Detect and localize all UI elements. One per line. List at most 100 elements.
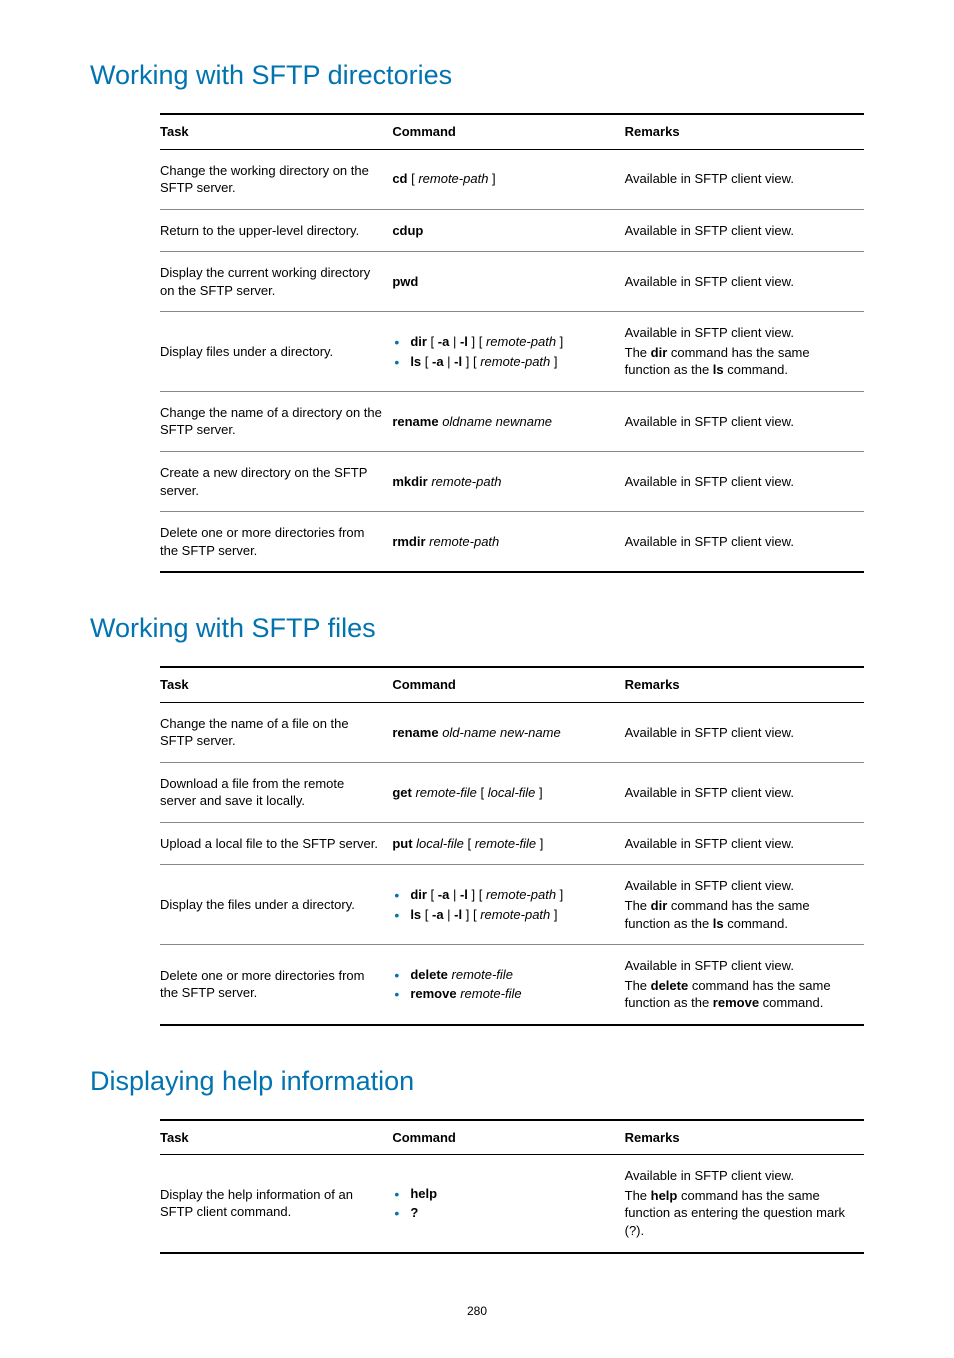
- command-cell: pwd: [392, 252, 624, 312]
- remarks-cell: Available in SFTP client view.The delete…: [625, 945, 864, 1025]
- cell-text: Download a file from the remote server a…: [160, 775, 382, 810]
- table-wrap: TaskCommandRemarks Change the name of a f…: [160, 666, 864, 1026]
- command-cell: rename old-name new-name: [392, 702, 624, 762]
- column-header: Remarks: [625, 667, 864, 702]
- task-cell: Return to the upper-level directory.: [160, 209, 392, 252]
- column-header: Command: [392, 114, 624, 149]
- remarks-cell: Available in SFTP client view.: [625, 149, 864, 209]
- bullet-item: dir [ -a | -l ] [ remote-path ]: [410, 886, 614, 904]
- cell-text: Available in SFTP client view.: [625, 835, 854, 853]
- cell-text: Available in SFTP client view.: [625, 957, 854, 975]
- cell-text: Delete one or more directories from the …: [160, 524, 382, 559]
- command-text: rename old-name new-name: [392, 724, 614, 742]
- command-text: rename oldname newname: [392, 413, 614, 431]
- column-header: Task: [160, 667, 392, 702]
- cell-text: Display the help information of an SFTP …: [160, 1186, 382, 1221]
- remarks-cell: Available in SFTP client view.: [625, 512, 864, 573]
- cell-text: Available in SFTP client view.: [625, 473, 854, 491]
- page-root: Working with SFTP directoriesTaskCommand…: [90, 60, 864, 1254]
- cell-text: Available in SFTP client view.: [625, 222, 854, 240]
- command-cell: cdup: [392, 209, 624, 252]
- bullet-item: help: [410, 1185, 614, 1203]
- bullet-list: delete remote-fileremove remote-file: [392, 966, 614, 1003]
- column-header: Remarks: [625, 114, 864, 149]
- task-cell: Download a file from the remote server a…: [160, 762, 392, 822]
- command-cell: rename oldname newname: [392, 391, 624, 451]
- bullet-item: remove remote-file: [410, 985, 614, 1003]
- bullet-list: help?: [392, 1185, 614, 1222]
- command-text: cd [ remote-path ]: [392, 170, 614, 188]
- command-text: put local-file [ remote-file ]: [392, 835, 614, 853]
- bullet-item: ?: [410, 1204, 614, 1222]
- task-cell: Delete one or more directories from the …: [160, 512, 392, 573]
- table-row: Return to the upper-level directory. cdup…: [160, 209, 864, 252]
- command-cell: dir [ -a | -l ] [ remote-path ]ls [ -a |…: [392, 865, 624, 945]
- column-header: Command: [392, 667, 624, 702]
- command-table: TaskCommandRemarks Change the working dir…: [160, 113, 864, 573]
- command-cell: get remote-file [ local-file ]: [392, 762, 624, 822]
- column-header: Task: [160, 1120, 392, 1155]
- cell-text: Available in SFTP client view.: [625, 170, 854, 188]
- cell-text: Available in SFTP client view.: [625, 533, 854, 551]
- command-cell: put local-file [ remote-file ]: [392, 822, 624, 865]
- cell-text: Return to the upper-level directory.: [160, 222, 382, 240]
- cell-text: Available in SFTP client view.: [625, 1167, 854, 1185]
- remarks-cell: Available in SFTP client view.: [625, 391, 864, 451]
- remarks-cell: Available in SFTP client view.: [625, 452, 864, 512]
- cell-text: Delete one or more directories from the …: [160, 967, 382, 1002]
- column-header: Task: [160, 114, 392, 149]
- table-row: Download a file from the remote server a…: [160, 762, 864, 822]
- task-cell: Change the name of a directory on the SF…: [160, 391, 392, 451]
- task-cell: Delete one or more directories from the …: [160, 945, 392, 1025]
- cell-text: Display the files under a directory.: [160, 896, 382, 914]
- cell-text: Create a new directory on the SFTP serve…: [160, 464, 382, 499]
- command-table: TaskCommandRemarks Change the name of a f…: [160, 666, 864, 1026]
- command-cell: dir [ -a | -l ] [ remote-path ]ls [ -a |…: [392, 312, 624, 392]
- cell-text: The dir command has the same function as…: [625, 344, 854, 379]
- table-row: Display the current working directory on…: [160, 252, 864, 312]
- remarks-cell: Available in SFTP client view.: [625, 822, 864, 865]
- command-text: mkdir remote-path: [392, 473, 614, 491]
- section: Working with SFTP files TaskCommandRemark…: [90, 613, 864, 1026]
- table-row: Display the help information of an SFTP …: [160, 1155, 864, 1253]
- page-number: 280: [90, 1304, 864, 1318]
- bullet-list: dir [ -a | -l ] [ remote-path ]ls [ -a |…: [392, 886, 614, 923]
- task-cell: Display the files under a directory.: [160, 865, 392, 945]
- cell-text: Upload a local file to the SFTP server.: [160, 835, 382, 853]
- command-table: TaskCommandRemarksDisplay the help infor…: [160, 1119, 864, 1254]
- task-cell: Change the working directory on the SFTP…: [160, 149, 392, 209]
- command-cell: help?: [392, 1155, 624, 1253]
- table-row: Change the name of a directory on the SF…: [160, 391, 864, 451]
- cell-text: Change the name of a file on the SFTP se…: [160, 715, 382, 750]
- cell-text: Available in SFTP client view.: [625, 877, 854, 895]
- table-row: Create a new directory on the SFTP serve…: [160, 452, 864, 512]
- section: Working with SFTP directories TaskCommand…: [90, 60, 864, 573]
- command-text: pwd: [392, 273, 614, 291]
- command-text: rmdir remote-path: [392, 533, 614, 551]
- table-row: Upload a local file to the SFTP server. p…: [160, 822, 864, 865]
- table-row: Change the name of a file on the SFTP se…: [160, 702, 864, 762]
- table-wrap: TaskCommandRemarksDisplay the help infor…: [160, 1119, 864, 1254]
- command-text: get remote-file [ local-file ]: [392, 784, 614, 802]
- command-cell: mkdir remote-path: [392, 452, 624, 512]
- cell-text: Change the working directory on the SFTP…: [160, 162, 382, 197]
- table-row: Change the working directory on the SFTP…: [160, 149, 864, 209]
- table-row: Display files under a directory. dir [ -a…: [160, 312, 864, 392]
- cell-text: Available in SFTP client view.: [625, 273, 854, 291]
- task-cell: Change the name of a file on the SFTP se…: [160, 702, 392, 762]
- cell-text: Display files under a directory.: [160, 343, 382, 361]
- cell-text: Available in SFTP client view.: [625, 724, 854, 742]
- remarks-cell: Available in SFTP client view.The dir co…: [625, 865, 864, 945]
- cell-text: Available in SFTP client view.: [625, 324, 854, 342]
- cell-text: Available in SFTP client view.: [625, 784, 854, 802]
- section-heading: Displaying help information: [90, 1066, 864, 1097]
- bullet-item: dir [ -a | -l ] [ remote-path ]: [410, 333, 614, 351]
- cell-text: Available in SFTP client view.: [625, 413, 854, 431]
- section-heading: Working with SFTP files: [90, 613, 864, 644]
- remarks-cell: Available in SFTP client view.: [625, 702, 864, 762]
- section: Displaying help information TaskCommandRe…: [90, 1066, 864, 1254]
- remarks-cell: Available in SFTP client view.: [625, 252, 864, 312]
- section-heading: Working with SFTP directories: [90, 60, 864, 91]
- remarks-cell: Available in SFTP client view.The help c…: [625, 1155, 864, 1253]
- bullet-list: dir [ -a | -l ] [ remote-path ]ls [ -a |…: [392, 333, 614, 370]
